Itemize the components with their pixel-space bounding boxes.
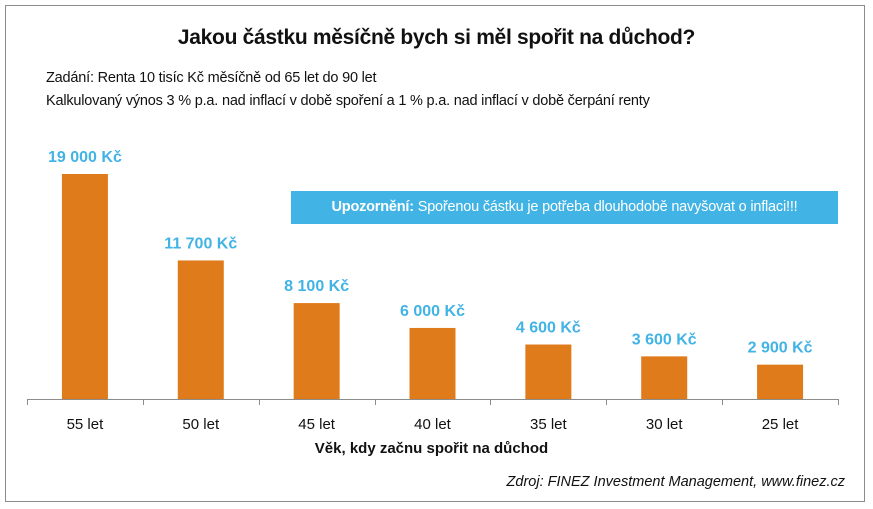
- data-label: 19 000 Kč: [48, 149, 122, 166]
- x-axis-label-text: Věk, kdy začnu spořit na důchod: [314, 440, 549, 457]
- data-label: 6 000 Kč: [400, 303, 465, 320]
- bar: [409, 327, 456, 399]
- x-tick-label: 55 let: [67, 416, 105, 433]
- bar: [293, 303, 340, 399]
- x-tick-label: 25 let: [762, 416, 800, 433]
- warning-text: Spořenou částku je potřeba dlouhodobě na…: [413, 199, 798, 215]
- bar: [641, 356, 688, 399]
- bar: [757, 364, 804, 399]
- x-tick-label: 50 let: [182, 416, 220, 433]
- data-label: 8 100 Kč: [284, 278, 349, 295]
- chart-frame: [5, 5, 865, 502]
- warning-label: Upozornění:: [331, 199, 415, 215]
- bar: [525, 344, 572, 399]
- x-tick-label: 30 let: [646, 416, 684, 433]
- x-tick-label: 45 let: [298, 416, 336, 433]
- source-note: Zdroj: FINEZ Investment Management, www.…: [506, 474, 845, 490]
- data-label: 11 700 Kč: [164, 235, 237, 252]
- subtitle-line-1: Zadání: Renta 10 tisíc Kč měsíčně od 65 …: [46, 70, 377, 86]
- x-tick-label: 40 let: [414, 416, 452, 433]
- data-label: 2 900 Kč: [748, 340, 813, 357]
- x-tick-label: 35 let: [530, 416, 568, 433]
- bar: [177, 260, 224, 399]
- bar: [61, 174, 108, 399]
- data-label: 3 600 Kč: [632, 331, 697, 348]
- chart-title: Jakou částku měsíčně bych si měl spořit …: [177, 26, 696, 49]
- x-axis-label: Věk, kdy začnu spořit na důchod: [0, 440, 873, 457]
- data-label: 4 600 Kč: [516, 320, 581, 337]
- warning-banner: Upozornění: Spořenou částku je potřeba d…: [291, 191, 838, 224]
- subtitle-line-2: Kalkulovaný výnos 3 % p.a. nad inflací v…: [46, 93, 650, 109]
